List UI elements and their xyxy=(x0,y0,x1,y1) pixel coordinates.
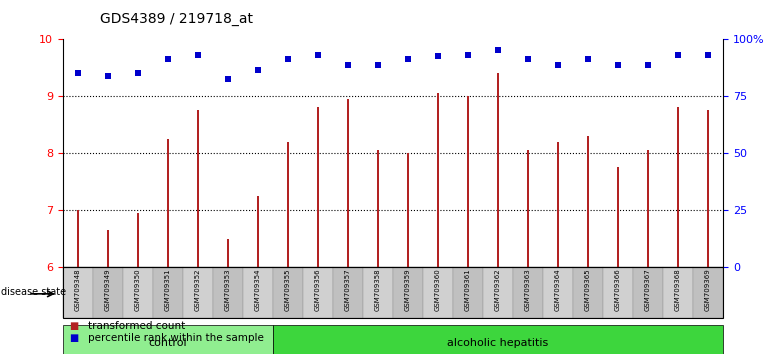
Text: GSM709367: GSM709367 xyxy=(645,268,651,311)
Bar xyxy=(377,150,379,267)
Text: GSM709357: GSM709357 xyxy=(345,268,351,311)
Point xyxy=(402,56,414,62)
Bar xyxy=(63,325,273,354)
Text: GSM709364: GSM709364 xyxy=(555,268,561,311)
Bar xyxy=(453,267,483,318)
Bar xyxy=(136,213,139,267)
Bar xyxy=(423,267,453,318)
Bar xyxy=(707,110,709,267)
Point xyxy=(132,70,144,76)
Point xyxy=(372,62,384,68)
Text: control: control xyxy=(149,338,187,348)
Point xyxy=(72,70,84,76)
Bar xyxy=(316,108,319,267)
Bar xyxy=(257,196,259,267)
Text: GDS4389 / 219718_at: GDS4389 / 219718_at xyxy=(100,12,253,27)
Bar xyxy=(407,153,409,267)
Text: GSM709355: GSM709355 xyxy=(285,268,291,311)
Text: GSM709361: GSM709361 xyxy=(465,268,471,311)
Bar xyxy=(437,93,439,267)
Point xyxy=(282,56,294,62)
Bar xyxy=(273,267,303,318)
Point xyxy=(702,52,714,58)
Bar xyxy=(527,150,529,267)
Point xyxy=(432,53,444,59)
Point xyxy=(162,56,174,62)
Text: GSM709348: GSM709348 xyxy=(75,268,81,311)
Text: GSM709369: GSM709369 xyxy=(705,268,711,311)
Bar xyxy=(633,267,663,318)
Bar xyxy=(617,167,619,267)
Text: GSM709356: GSM709356 xyxy=(315,268,321,311)
Bar xyxy=(693,267,723,318)
Bar xyxy=(587,136,589,267)
Bar xyxy=(497,73,499,267)
Bar xyxy=(363,267,393,318)
Text: GSM709359: GSM709359 xyxy=(405,268,411,311)
Point xyxy=(552,62,564,68)
Point xyxy=(342,62,354,68)
Bar xyxy=(286,142,289,267)
Bar xyxy=(677,108,679,267)
Bar xyxy=(123,267,153,318)
Text: ■: ■ xyxy=(69,333,78,343)
Text: GSM709351: GSM709351 xyxy=(165,268,171,311)
Bar xyxy=(227,239,229,267)
Point xyxy=(642,62,654,68)
Bar xyxy=(483,267,513,318)
Bar xyxy=(393,267,423,318)
Bar xyxy=(333,267,363,318)
Bar xyxy=(63,267,723,318)
Bar xyxy=(543,267,573,318)
Text: GSM709363: GSM709363 xyxy=(525,268,531,311)
Bar xyxy=(347,99,349,267)
Text: GSM709354: GSM709354 xyxy=(255,268,261,311)
Text: percentile rank within the sample: percentile rank within the sample xyxy=(88,333,264,343)
Bar xyxy=(663,267,693,318)
Text: GSM709350: GSM709350 xyxy=(135,268,141,311)
Point xyxy=(102,73,114,79)
Text: alcoholic hepatitis: alcoholic hepatitis xyxy=(447,338,548,348)
Text: GSM709366: GSM709366 xyxy=(615,268,621,311)
Point xyxy=(222,76,234,82)
Text: GSM709362: GSM709362 xyxy=(495,268,501,311)
Point xyxy=(582,56,594,62)
Point xyxy=(252,68,264,73)
Text: GSM709365: GSM709365 xyxy=(585,268,591,311)
Bar xyxy=(603,267,633,318)
Point xyxy=(672,52,684,58)
Point xyxy=(192,52,204,58)
Bar xyxy=(106,230,109,267)
Text: GSM709352: GSM709352 xyxy=(195,268,201,311)
Bar xyxy=(573,267,603,318)
Bar xyxy=(183,267,213,318)
Bar xyxy=(213,267,243,318)
Point xyxy=(612,62,624,68)
Bar xyxy=(466,96,470,267)
Bar xyxy=(153,267,183,318)
Bar xyxy=(167,139,169,267)
Text: GSM709358: GSM709358 xyxy=(375,268,381,311)
Bar xyxy=(647,150,650,267)
Text: disease state: disease state xyxy=(1,287,66,297)
Bar xyxy=(513,267,543,318)
Bar xyxy=(243,267,273,318)
Text: GSM709368: GSM709368 xyxy=(675,268,681,311)
Point xyxy=(492,47,504,53)
Bar xyxy=(197,110,199,267)
Bar xyxy=(557,142,559,267)
Bar xyxy=(93,267,123,318)
Text: GSM709353: GSM709353 xyxy=(225,268,231,311)
Text: GSM709349: GSM709349 xyxy=(105,268,111,311)
Bar xyxy=(63,267,93,318)
Point xyxy=(462,52,474,58)
Text: transformed count: transformed count xyxy=(88,321,185,331)
Bar xyxy=(273,325,723,354)
Text: GSM709360: GSM709360 xyxy=(435,268,441,311)
Point xyxy=(522,56,534,62)
Text: ■: ■ xyxy=(69,321,78,331)
Bar xyxy=(77,210,79,267)
Point xyxy=(312,52,324,58)
Bar xyxy=(303,267,333,318)
